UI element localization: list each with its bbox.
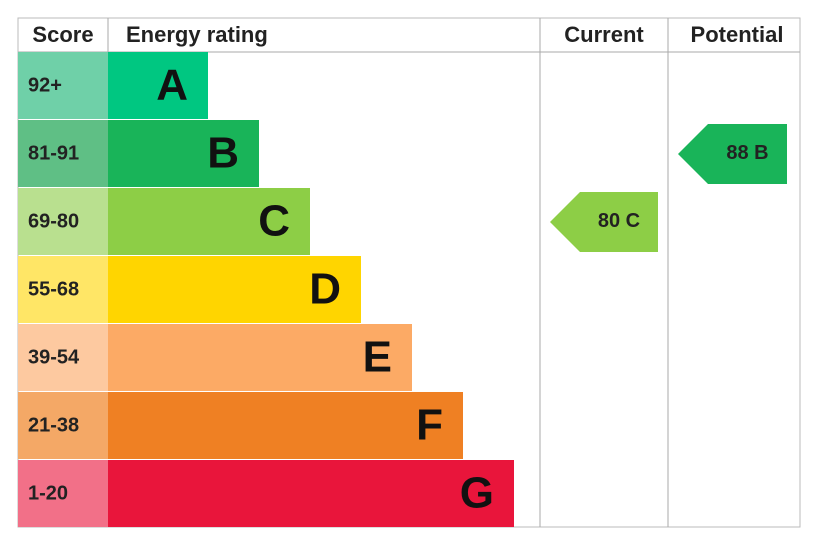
rating-bar — [108, 256, 361, 323]
potential-arrow — [678, 124, 787, 184]
rating-letter: A — [156, 61, 188, 110]
score-range: 55-68 — [28, 278, 79, 300]
rating-bar — [108, 324, 412, 391]
score-cell — [18, 52, 108, 119]
score-range: 1-20 — [28, 482, 68, 504]
potential-score: 88 — [726, 142, 748, 164]
score-range: 81-91 — [28, 142, 79, 164]
rating-bar — [108, 120, 259, 187]
rating-letter: F — [416, 401, 443, 450]
current-arrow — [550, 192, 658, 252]
current-score: 80 — [598, 210, 620, 232]
rating-letter: B — [207, 129, 239, 178]
potential-label: 88 B — [726, 142, 768, 164]
header-potential: Potential — [691, 22, 784, 47]
score-cell — [18, 256, 108, 323]
score-cell — [18, 460, 108, 527]
header-rating: Energy rating — [126, 22, 268, 47]
header-current: Current — [564, 22, 644, 47]
score-range: 21-38 — [28, 414, 79, 436]
score-range: 92+ — [28, 74, 62, 96]
score-cell — [18, 392, 108, 459]
rating-bar — [108, 392, 463, 459]
rating-letter: E — [363, 333, 392, 382]
rating-letter: C — [258, 197, 290, 246]
header-score: Score — [32, 22, 93, 47]
score-range: 39-54 — [28, 346, 80, 368]
current-label: 80 C — [598, 210, 640, 232]
score-cell — [18, 324, 108, 391]
potential-rating: B — [754, 142, 768, 164]
score-cell — [18, 120, 108, 187]
rating-letter: G — [460, 469, 494, 518]
rating-bar — [108, 52, 208, 119]
score-cell — [18, 188, 108, 255]
rating-bar — [108, 188, 310, 255]
score-range: 69-80 — [28, 210, 79, 232]
current-rating: C — [626, 210, 640, 232]
rating-letter: D — [309, 265, 341, 314]
rating-bar — [108, 460, 514, 527]
